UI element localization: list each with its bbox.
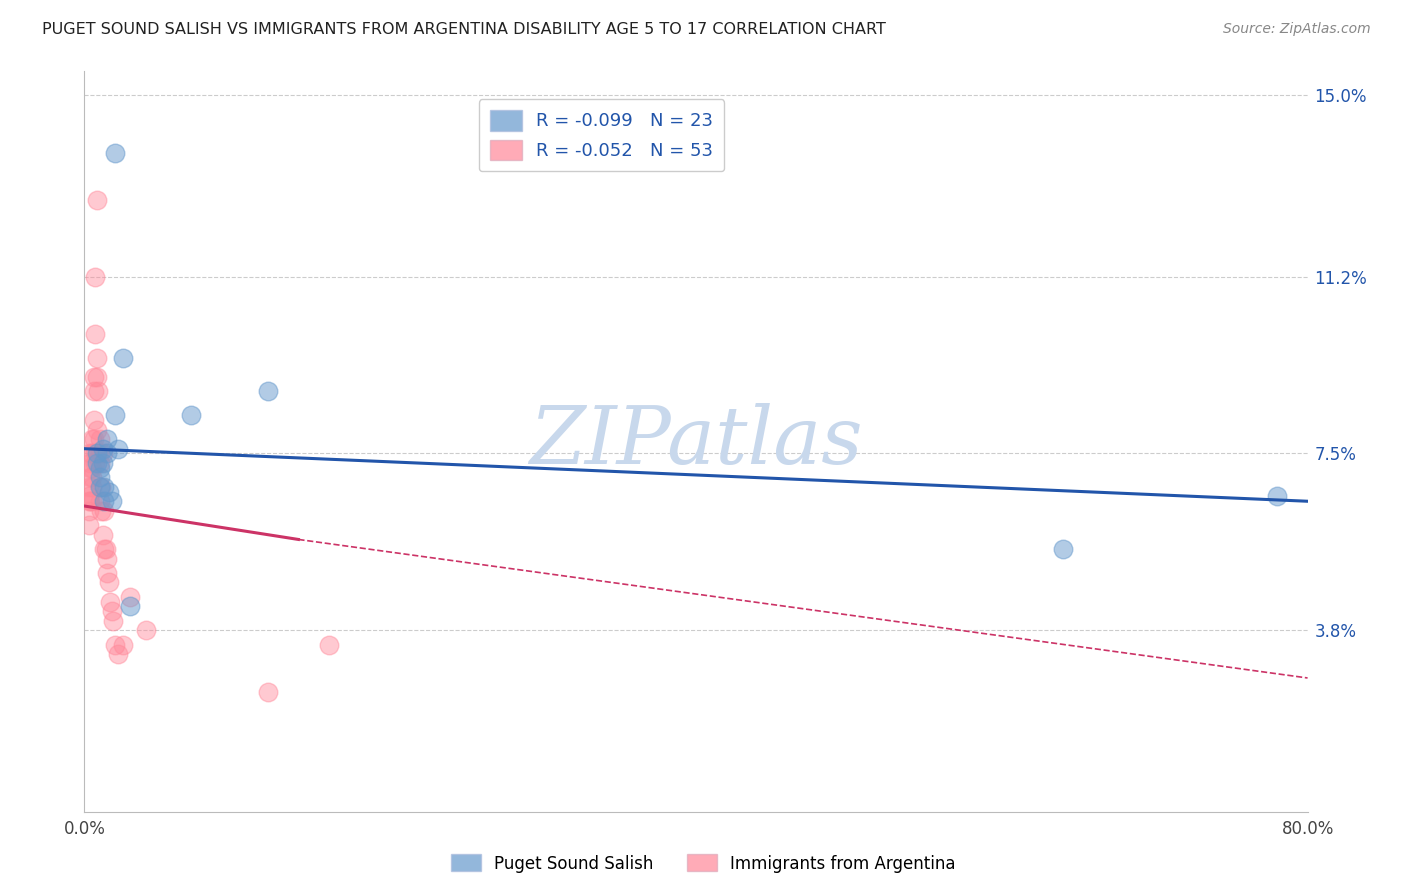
- Point: [79, 446, 101, 460]
- Point: [104, 638, 127, 652]
- Point: [98, 594, 121, 608]
- Point: [104, 145, 127, 160]
- Point: [101, 494, 124, 508]
- Point: [93, 504, 115, 518]
- Legend: R = -0.099   N = 23, R = -0.052   N = 53: R = -0.099 N = 23, R = -0.052 N = 53: [478, 99, 724, 171]
- Point: [83, 384, 105, 399]
- Point: [1265, 490, 1288, 504]
- Point: [96, 566, 118, 580]
- Point: [80, 480, 103, 494]
- Point: [96, 432, 118, 446]
- Point: [93, 541, 115, 556]
- Point: [79, 460, 101, 475]
- Point: [91, 446, 114, 460]
- Point: [89, 446, 111, 460]
- Point: [89, 456, 111, 470]
- Point: [90, 480, 112, 494]
- Point: [80, 460, 103, 475]
- Point: [79, 494, 101, 508]
- Point: [77, 518, 100, 533]
- Point: [101, 604, 124, 618]
- Point: [107, 442, 129, 456]
- Point: [120, 590, 142, 604]
- Point: [111, 638, 134, 652]
- Point: [80, 446, 103, 460]
- Point: [318, 638, 340, 652]
- Point: [93, 480, 115, 494]
- Point: [89, 470, 111, 484]
- Point: [135, 624, 157, 638]
- Point: [80, 470, 103, 484]
- Point: [87, 446, 110, 460]
- Point: [87, 384, 110, 399]
- Point: [91, 456, 114, 470]
- Point: [77, 490, 100, 504]
- Point: [104, 409, 127, 423]
- Point: [80, 432, 103, 446]
- Point: [91, 527, 114, 541]
- Text: ZIPatlas: ZIPatlas: [529, 403, 863, 480]
- Point: [93, 494, 115, 508]
- Point: [94, 541, 117, 556]
- Point: [83, 432, 105, 446]
- Text: PUGET SOUND SALISH VS IMMIGRANTS FROM ARGENTINA DISABILITY AGE 5 TO 17 CORRELATI: PUGET SOUND SALISH VS IMMIGRANTS FROM AR…: [42, 22, 886, 37]
- Point: [1052, 541, 1074, 556]
- Point: [83, 413, 105, 427]
- Point: [86, 423, 108, 437]
- Point: [257, 685, 280, 699]
- Point: [84, 327, 107, 342]
- Point: [83, 370, 105, 384]
- Point: [180, 409, 202, 423]
- Point: [86, 194, 108, 208]
- Point: [89, 460, 111, 475]
- Point: [86, 351, 108, 365]
- Point: [103, 614, 125, 628]
- Point: [257, 384, 280, 399]
- Point: [79, 470, 101, 484]
- Point: [77, 504, 100, 518]
- Point: [97, 484, 120, 499]
- Point: [79, 456, 101, 470]
- Point: [107, 647, 129, 661]
- Text: Source: ZipAtlas.com: Source: ZipAtlas.com: [1223, 22, 1371, 37]
- Point: [86, 456, 108, 470]
- Point: [96, 446, 118, 460]
- Point: [84, 456, 107, 470]
- Point: [91, 442, 114, 456]
- Point: [89, 494, 111, 508]
- Legend: Puget Sound Salish, Immigrants from Argentina: Puget Sound Salish, Immigrants from Arge…: [444, 847, 962, 880]
- Point: [86, 446, 108, 460]
- Point: [84, 269, 107, 284]
- Point: [77, 480, 100, 494]
- Point: [111, 351, 134, 365]
- Point: [90, 504, 112, 518]
- Point: [84, 446, 107, 460]
- Point: [89, 432, 111, 446]
- Point: [77, 494, 100, 508]
- Point: [89, 480, 111, 494]
- Point: [80, 494, 103, 508]
- Point: [97, 575, 120, 590]
- Point: [86, 370, 108, 384]
- Point: [96, 551, 118, 566]
- Point: [120, 599, 142, 614]
